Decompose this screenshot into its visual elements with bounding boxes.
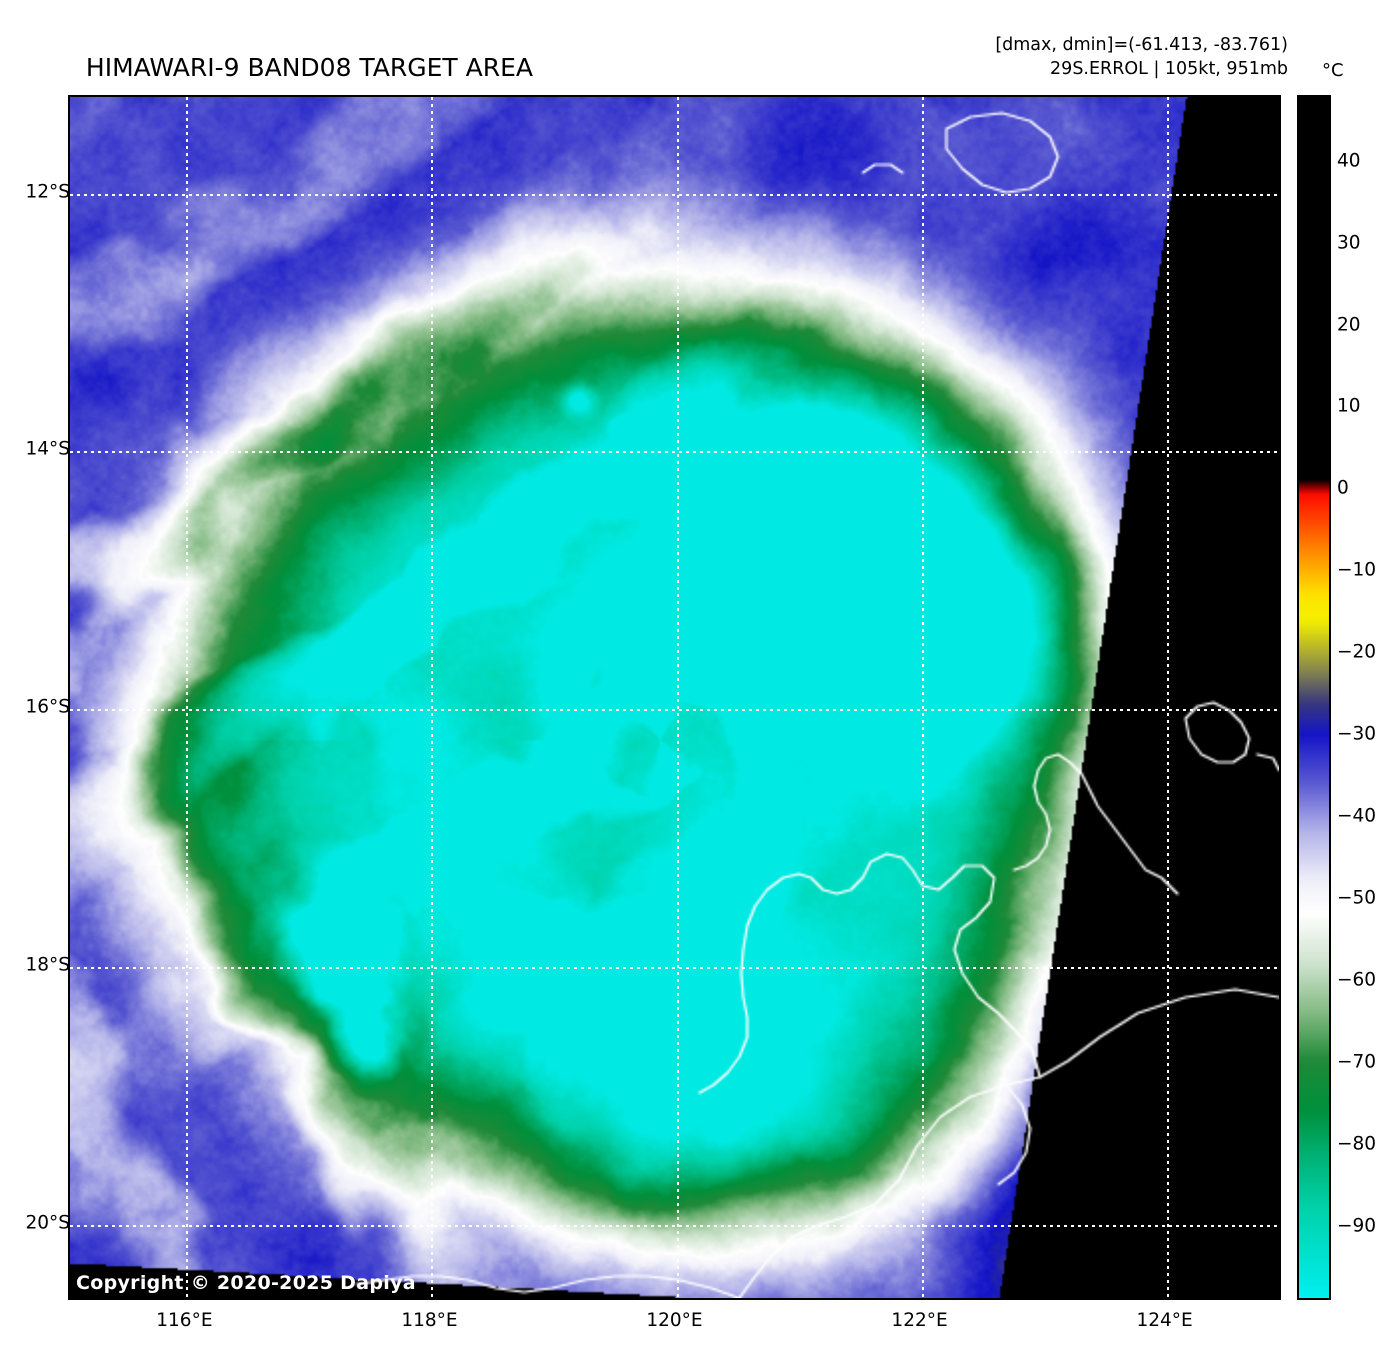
- colorbar-tick-20: 20: [1337, 314, 1361, 336]
- colorbar-tick-10: 10: [1337, 395, 1361, 417]
- colorbar-unit-label: °C: [1322, 60, 1344, 81]
- lat-tick-label-20s: 20°S: [25, 1212, 70, 1234]
- copyright-notice: Copyright © 2020-2025 Dapiya: [76, 1272, 416, 1294]
- colorbar-tick-minus40: −40: [1337, 805, 1377, 827]
- colorbar-tick-minus60: −60: [1337, 969, 1377, 991]
- colorbar-tick-minus50: −50: [1337, 887, 1377, 909]
- colorbar-tick-minus20: −20: [1337, 641, 1377, 663]
- lon-tick-label-118e: 118°E: [401, 1310, 458, 1331]
- lat-tick-label-18s: 18°S: [25, 954, 70, 976]
- satellite-image-plot: [68, 95, 1281, 1300]
- lat-tick-label-16s: 16°S: [25, 696, 70, 718]
- satellite-imagery-canvas: [70, 97, 1279, 1298]
- storm-info-readout: 29S.ERROL | 105kt, 951mb: [1050, 59, 1288, 79]
- colorbar-tick-minus90: −90: [1337, 1215, 1377, 1237]
- colorbar-tick-30: 30: [1337, 232, 1361, 254]
- colorbar-tick-minus80: −80: [1337, 1133, 1377, 1155]
- metadata-block: [dmax, dmin]=(-61.413, -83.761) 29S.ERRO…: [995, 33, 1288, 81]
- lon-tick-label-120e: 120°E: [646, 1310, 703, 1331]
- dmax-dmin-readout: [dmax, dmin]=(-61.413, -83.761): [995, 35, 1288, 55]
- lat-tick-label-12s: 12°S: [25, 181, 70, 203]
- colorbar-tick-0: 0: [1337, 477, 1349, 499]
- lon-tick-label-116e: 116°E: [156, 1310, 213, 1331]
- lat-tick-label-14s: 14°S: [25, 438, 70, 460]
- colorbar-tick-40: 40: [1337, 150, 1361, 172]
- colorbar: [1297, 95, 1331, 1300]
- lon-tick-label-124e: 124°E: [1136, 1310, 1193, 1331]
- colorbar-tick-minus30: −30: [1337, 723, 1377, 745]
- lon-tick-label-122e: 122°E: [891, 1310, 948, 1331]
- colorbar-tick-minus10: −10: [1337, 559, 1377, 581]
- colorbar-gradient: [1299, 97, 1329, 1298]
- colorbar-tick-minus70: −70: [1337, 1051, 1377, 1073]
- product-title: HIMAWARI-9 BAND08 TARGET AREA: [85, 53, 533, 82]
